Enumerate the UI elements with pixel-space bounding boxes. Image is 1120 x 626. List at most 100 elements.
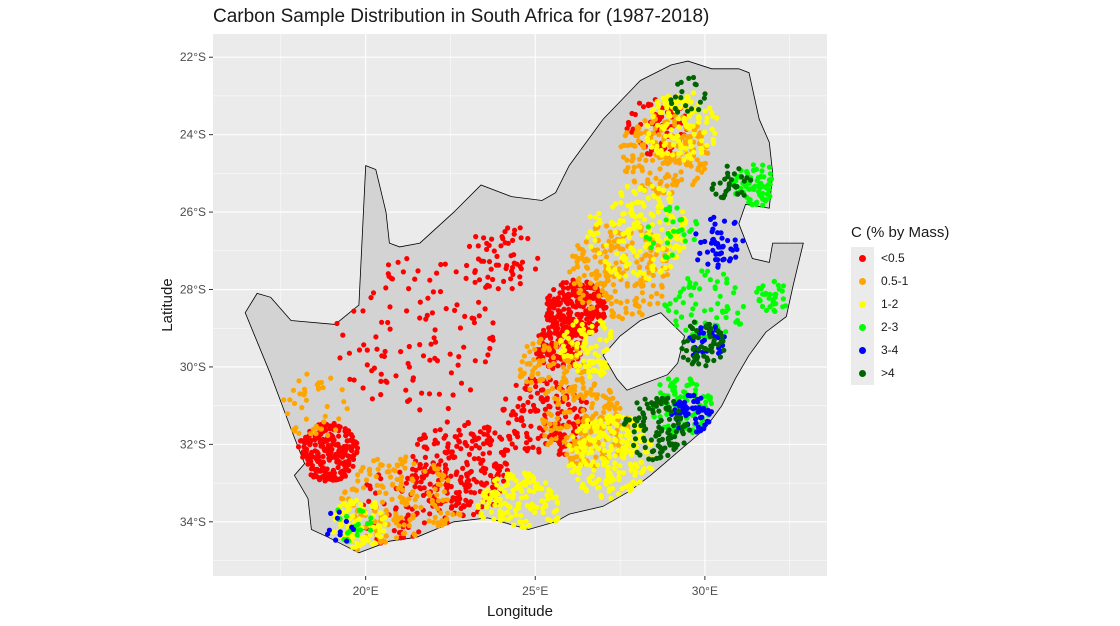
sample-point	[553, 341, 559, 347]
sample-point	[410, 515, 416, 521]
sample-point	[683, 145, 689, 151]
sample-point	[605, 464, 611, 470]
sample-point	[414, 510, 420, 516]
sample-point	[589, 323, 595, 329]
sample-point	[648, 437, 655, 443]
sample-point	[489, 236, 495, 242]
sample-point	[335, 464, 341, 471]
sample-point	[632, 416, 638, 422]
sample-point	[505, 476, 511, 482]
sample-point	[664, 183, 670, 189]
sample-point	[636, 265, 643, 271]
sample-point	[385, 319, 391, 326]
sample-point	[646, 405, 652, 411]
sample-point	[358, 468, 364, 474]
sample-point	[623, 419, 629, 425]
sample-point	[383, 533, 389, 539]
sample-point	[346, 506, 352, 512]
sample-point	[679, 346, 685, 352]
sample-point	[738, 185, 744, 191]
sample-point	[634, 200, 640, 206]
sample-point	[395, 485, 401, 492]
sample-point	[645, 195, 651, 201]
sample-point	[601, 423, 607, 429]
sample-point	[642, 253, 648, 259]
sample-point	[632, 179, 638, 185]
sample-point	[600, 320, 606, 326]
sample-point	[541, 331, 547, 337]
sample-point	[705, 261, 711, 267]
sample-point	[589, 449, 595, 455]
sample-point	[616, 266, 622, 272]
sample-point	[303, 416, 309, 422]
sample-point	[571, 438, 577, 444]
sample-point	[678, 95, 684, 101]
y-tick-label: 30°S	[180, 360, 206, 374]
sample-point	[488, 472, 494, 479]
sample-point	[681, 339, 687, 345]
sample-point	[643, 426, 649, 432]
sample-point	[674, 442, 680, 448]
sample-point	[655, 122, 661, 128]
sample-point	[450, 454, 457, 461]
sample-point	[445, 444, 451, 450]
sample-point	[658, 401, 664, 407]
sample-point	[670, 181, 676, 188]
sample-point	[553, 436, 559, 442]
sample-point	[588, 345, 594, 351]
sample-point	[682, 399, 688, 405]
sample-point	[432, 327, 438, 333]
sample-point	[766, 187, 772, 193]
sample-point	[281, 397, 287, 403]
sample-point	[312, 437, 318, 443]
sample-point	[668, 127, 675, 133]
sample-point	[383, 507, 389, 513]
sample-point	[554, 415, 560, 421]
sample-point	[357, 542, 363, 549]
sample-point	[634, 400, 640, 406]
sample-point	[578, 444, 584, 450]
sample-point	[511, 522, 517, 528]
sample-point	[591, 467, 597, 473]
sample-point	[697, 250, 703, 256]
sample-point	[387, 474, 394, 480]
sample-point	[417, 315, 423, 321]
sample-point	[660, 245, 666, 251]
sample-point	[699, 138, 705, 144]
sample-point	[631, 164, 637, 170]
sample-point	[305, 457, 311, 463]
sample-point	[659, 152, 665, 158]
sample-point	[675, 228, 681, 234]
sample-point	[386, 468, 392, 474]
sample-point	[707, 326, 713, 332]
sample-point	[534, 504, 540, 511]
sample-point	[690, 380, 696, 386]
sample-point	[629, 158, 635, 164]
sample-point	[557, 354, 563, 360]
sample-point	[393, 511, 399, 517]
sample-point	[603, 290, 609, 296]
sample-point	[577, 440, 583, 446]
legend-key	[851, 316, 874, 339]
sample-point	[393, 373, 399, 379]
sample-point	[639, 256, 645, 262]
sample-point	[685, 97, 691, 103]
sample-point	[717, 244, 723, 250]
sample-point	[554, 330, 560, 336]
sample-point	[678, 169, 684, 175]
sample-point	[367, 527, 374, 533]
sample-point	[364, 362, 370, 368]
sample-point	[536, 446, 542, 452]
sample-point	[751, 186, 757, 193]
sample-point	[563, 414, 569, 420]
sample-point	[484, 282, 490, 288]
sample-point	[572, 406, 578, 412]
sample-point	[666, 376, 672, 382]
sample-point	[454, 443, 460, 449]
sample-point	[291, 400, 298, 406]
sample-point	[540, 509, 546, 516]
sample-point	[409, 491, 415, 497]
sample-point	[677, 399, 683, 405]
sample-point	[347, 376, 353, 382]
sample-point	[310, 426, 316, 432]
